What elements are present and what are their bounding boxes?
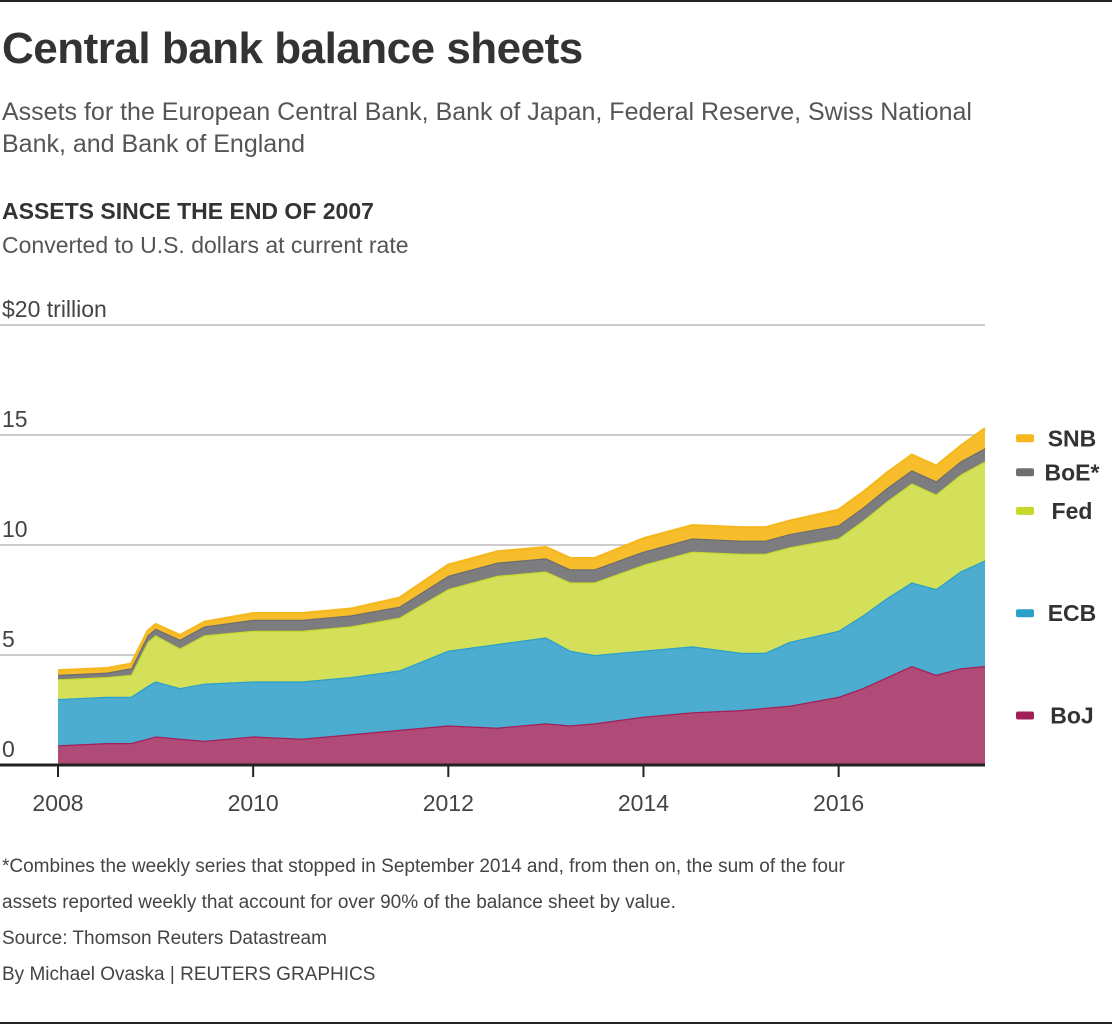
y-tick-label-20: $20 trillion	[2, 296, 107, 322]
x-tick-label-2014: 2014	[618, 790, 669, 816]
footnotes: *Combines the weekly series that stopped…	[2, 849, 1092, 993]
series-area-boj	[58, 666, 985, 765]
legend-label-ecb: ECB	[1048, 600, 1097, 626]
x-tick-label-2008: 2008	[32, 790, 83, 816]
bottom-rule	[0, 1022, 1112, 1024]
series-area-fed	[58, 461, 985, 699]
footnote-line-1: *Combines the weekly series that stopped…	[2, 856, 845, 877]
chart-subtitle: Converted to U.S. dollars at current rat…	[2, 232, 409, 258]
legend-label-fed: Fed	[1052, 498, 1093, 524]
x-tick-label-2012: 2012	[423, 790, 474, 816]
y-tick-label-10: 10	[2, 516, 28, 542]
legend-swatch-snb	[1016, 434, 1034, 443]
footnote-line-2: assets reported weekly that account for …	[2, 892, 676, 913]
series-area-snb	[58, 428, 985, 675]
top-rule	[0, 0, 1112, 2]
stacked-area-chart: 0 5 10 15 $20 trillion 2008 2010 2012 2014 2016 Bo…	[0, 296, 1100, 816]
legend-swatch-fed	[1016, 506, 1034, 515]
y-tick-label-15: 15	[2, 406, 28, 432]
page-title: Central bank balance sheets	[2, 24, 583, 73]
legend-swatch-boj	[1016, 711, 1034, 720]
series-line-ecb	[57, 559, 986, 701]
y-tick-label-5: 5	[2, 626, 15, 652]
y-tick-label-0: 0	[2, 736, 15, 762]
page-subtitle: Assets for the European Central Bank, Ba…	[2, 98, 972, 158]
series-area-boe	[58, 448, 985, 680]
legend-label-snb: SNB	[1048, 425, 1097, 451]
legend-swatch-ecb	[1016, 609, 1034, 618]
source-line: Source: Thomson Reuters Datastream	[2, 928, 327, 949]
legend-label-boe: BoE*	[1045, 459, 1100, 485]
byline: By Michael Ovaska | REUTERS GRAPHICS	[2, 964, 376, 985]
series-area-ecb	[58, 560, 985, 746]
x-tick-label-2010: 2010	[228, 790, 279, 816]
legend-label-boj: BoJ	[1050, 703, 1093, 729]
x-tick-label-2016: 2016	[813, 790, 864, 816]
series-line-snb	[57, 427, 986, 672]
chart-title: ASSETS SINCE THE END OF 2007	[2, 198, 374, 224]
legend-swatch-boe	[1016, 468, 1034, 477]
